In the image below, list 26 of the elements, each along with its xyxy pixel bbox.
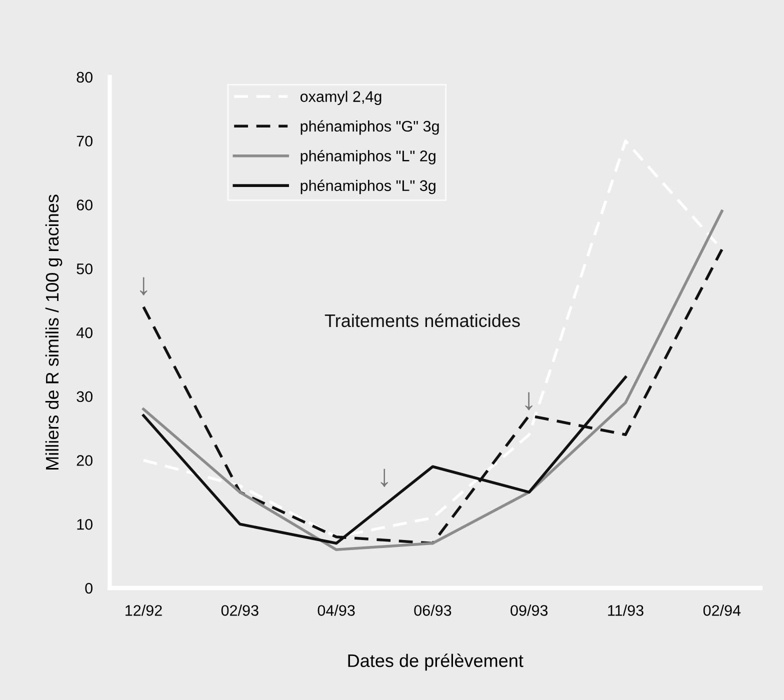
x-tick-label: 04/93: [318, 604, 355, 616]
x-tick-label: 12/92: [126, 604, 162, 616]
y-tick-label: 60: [76, 200, 92, 210]
annotation: Traitements nématicides: [324, 314, 520, 328]
x-tick-label: 02/94: [703, 604, 741, 616]
annotation: ↓: [525, 392, 532, 410]
y-tick-label: 50: [76, 263, 92, 274]
y-tick-label: 20: [76, 455, 92, 466]
legend-label: phénamiphos "G" 3g: [300, 120, 439, 135]
x-tick-label: 11/93: [608, 604, 644, 616]
x-axis-title: Dates de prélèvement: [348, 654, 524, 671]
annotation: ↓: [380, 468, 388, 487]
y-axis-title: Milliers de R similis / 100 g racines: [45, 194, 62, 470]
legend-label: phénamiphos "L" 3g: [300, 180, 436, 194]
y-tick-label: 10: [77, 518, 92, 530]
x-tick-label: 02/93: [221, 604, 258, 616]
x-tick-label: 09/93: [510, 604, 548, 616]
y-tick-label: 70: [76, 136, 92, 147]
y-tick-label: 0: [85, 582, 92, 594]
legend-label: phénamiphos "L" 2g: [300, 150, 436, 164]
x-tick-label: 06/93: [414, 604, 452, 616]
y-tick-label: 80: [76, 72, 92, 83]
annotation: ↓: [140, 277, 148, 296]
legend-label: oxamyl 2,4g: [300, 90, 382, 105]
y-tick-label: 40: [76, 327, 92, 338]
y-tick-label: 30: [76, 391, 92, 402]
